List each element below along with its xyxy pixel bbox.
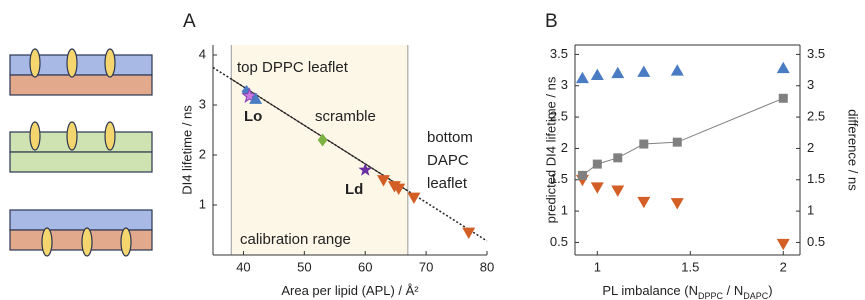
x-tick-label: 50: [297, 259, 311, 274]
series-line: [582, 98, 783, 175]
point: [777, 239, 790, 250]
y2-tick-label: 3.5: [807, 46, 825, 61]
point: [671, 64, 684, 75]
annotation: bottom: [427, 129, 473, 146]
point: [591, 69, 604, 80]
annotation: top DPPC leaflet: [237, 59, 349, 76]
annotation: Ld: [345, 181, 363, 198]
annotation: Lo: [244, 108, 262, 125]
y-tick-label: 2: [199, 146, 206, 161]
y-tick-label: 3: [561, 77, 568, 92]
x-tick-label: 70: [419, 259, 433, 274]
y2-tick-label: 3: [807, 77, 814, 92]
x-axis-label: Area per lipid (APL) / Å²: [281, 283, 419, 298]
y-tick-label: 3: [199, 96, 206, 111]
calibration-span: [231, 45, 408, 255]
y2-axis-label: difference / ns: [846, 109, 861, 191]
y2-tick-label: 2.5: [807, 109, 825, 124]
point: [671, 198, 684, 209]
y-axis-label: DI4 lifetime / ns: [179, 105, 194, 195]
x-axis-label-part: DPPC: [698, 291, 724, 300]
point: [777, 62, 790, 73]
point: [637, 197, 650, 208]
point: [611, 186, 624, 197]
annotation: calibration range: [240, 231, 351, 248]
point: [591, 182, 604, 193]
x-axis-label-part: / N: [723, 283, 743, 298]
y2-tick-label: 1: [807, 203, 814, 218]
point: [613, 153, 622, 162]
figure: A 40 50 60 70 80 1 2 3 4 Area per lipid (APL) / Å²…: [0, 0, 865, 300]
y-tick-label: 0.5: [550, 234, 568, 249]
x-tick-label: 1.5: [681, 259, 699, 274]
annotation: scramble: [315, 108, 376, 125]
x-tick-label: 40: [236, 259, 250, 274]
y-axis-label: predicted DI4 lifetime / ns: [543, 76, 558, 223]
x-axis-label-part: PL imbalance (N: [602, 283, 698, 298]
point: [593, 160, 602, 169]
panel-label: A: [183, 11, 196, 32]
y2-tick-label: 0.5: [807, 234, 825, 249]
y-tick-label: 1: [199, 196, 206, 211]
x-tick-label: 2: [780, 259, 787, 274]
y2-tick-label: 1.5: [807, 171, 825, 186]
point: [611, 67, 624, 78]
panel-label: B: [545, 11, 558, 32]
point: [637, 65, 650, 76]
point: [576, 72, 589, 83]
point: [639, 140, 648, 149]
x-tick-label: 80: [480, 259, 494, 274]
x-axis-label-part: ): [768, 283, 772, 298]
x-axis-label-part: DAPC: [743, 291, 769, 300]
y-tick-label: 3.5: [550, 46, 568, 61]
x-tick-label: 60: [358, 259, 372, 274]
point: [673, 138, 682, 147]
y-tick-label: 1: [561, 203, 568, 218]
y-tick-label: 2: [561, 140, 568, 155]
point: [578, 171, 587, 180]
x-tick-label: 1: [594, 259, 601, 274]
y2-tick-label: 2: [807, 140, 814, 155]
annotation: leaflet: [427, 175, 468, 192]
point: [779, 94, 788, 103]
schematic: [10, 49, 152, 256]
x-axis-label-part: Area per lipid (APL) / Å²: [281, 283, 419, 298]
point: [462, 228, 475, 239]
x-axis-label: PL imbalance (NDPPC / NDAPC): [602, 283, 772, 300]
annotation: DAPC: [427, 152, 469, 169]
point: [407, 193, 420, 204]
y-tick-label: 4: [199, 46, 206, 61]
